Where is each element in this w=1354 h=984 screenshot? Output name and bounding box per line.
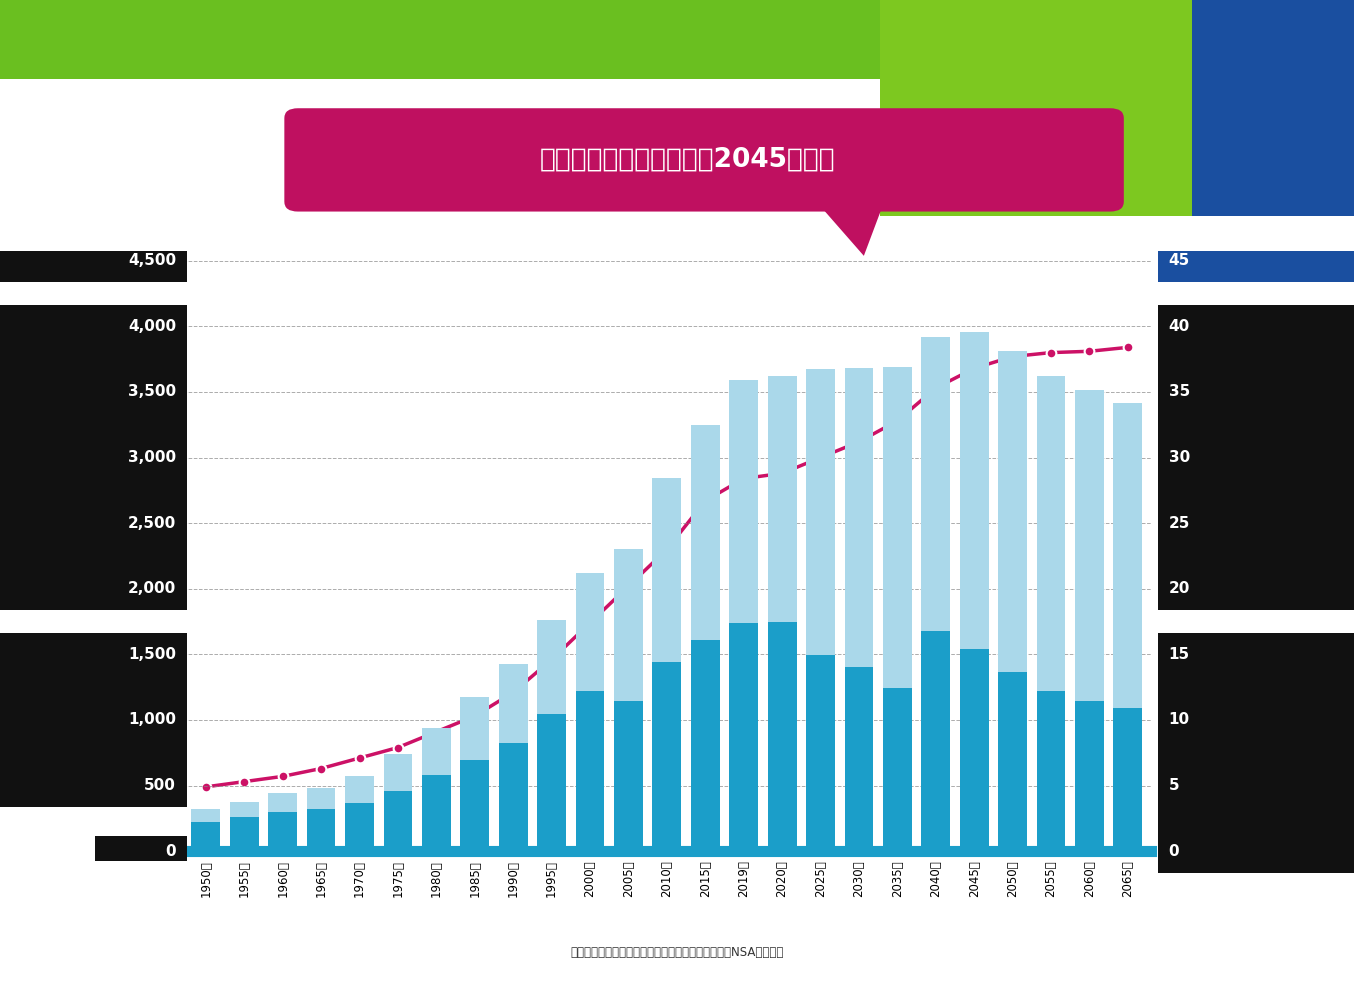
Bar [691,640,720,851]
Text: 25: 25 [1169,516,1190,530]
Bar [768,622,796,851]
Bar [998,672,1026,851]
Bar [1113,708,1143,851]
Bar [806,369,835,654]
Bar [845,368,873,666]
Bar [921,337,951,631]
Text: 2,500: 2,500 [127,516,176,530]
Bar [613,549,643,701]
Text: 1,500: 1,500 [129,646,176,662]
Bar [1113,402,1143,708]
Text: 20: 20 [1169,582,1190,596]
Bar [383,754,413,791]
Bar [230,802,259,817]
Bar [268,812,297,851]
Bar [883,688,911,851]
Bar [422,727,451,775]
Bar [422,775,451,851]
Bar [845,666,873,851]
Text: 40: 40 [1169,319,1190,334]
Text: 45: 45 [1169,253,1190,269]
Text: 10: 10 [1169,712,1190,727]
Text: 4,500: 4,500 [127,253,176,269]
Bar [460,760,489,851]
Bar [538,713,566,851]
Text: 15: 15 [1169,646,1190,662]
Bar [460,698,489,760]
Text: 5: 5 [1169,778,1179,793]
Bar [1075,702,1104,851]
Text: 3,000: 3,000 [127,450,176,465]
Bar [653,478,681,662]
Bar [883,367,911,688]
Bar [268,793,297,812]
Bar [691,425,720,640]
Bar [498,743,528,851]
Bar [307,809,336,851]
Bar [538,620,566,713]
Text: 出典：内閣府「令和二年版高齢社会白書」をもとにNSAにて作図: 出典：内閣府「令和二年版高齢社会白書」をもとにNSAにて作図 [570,947,784,959]
Bar [806,654,835,851]
Bar [1037,691,1066,851]
Text: 0: 0 [165,843,176,859]
Bar [307,787,336,809]
Bar [383,791,413,851]
Bar [730,380,758,623]
Text: 1,000: 1,000 [129,712,176,727]
Bar [191,822,221,851]
Bar [575,692,604,851]
Bar [921,631,951,851]
Text: 30: 30 [1169,450,1190,465]
Text: 0: 0 [1169,843,1179,859]
Bar [998,351,1026,672]
Bar [345,803,374,851]
Bar [1037,376,1066,691]
Bar [230,817,259,851]
Bar [613,701,643,851]
Bar [768,376,796,622]
Bar [1075,390,1104,702]
Text: 4,000: 4,000 [127,319,176,334]
Text: 500: 500 [144,778,176,793]
Bar [191,809,221,822]
Text: 35: 35 [1169,385,1190,400]
Bar [345,775,374,803]
Bar [653,662,681,851]
Text: 【%】: 【%】 [1169,231,1202,246]
Bar [960,649,988,851]
Text: 高齢者数が減少するのは2045年以降: 高齢者数が減少するのは2045年以降 [540,147,835,173]
Bar [575,574,604,692]
Text: 3,500: 3,500 [127,385,176,400]
Text: 【万人】: 【万人】 [126,231,162,246]
Bar [730,623,758,851]
Text: 2,000: 2,000 [127,582,176,596]
Bar [960,333,988,649]
Bar [498,664,528,743]
